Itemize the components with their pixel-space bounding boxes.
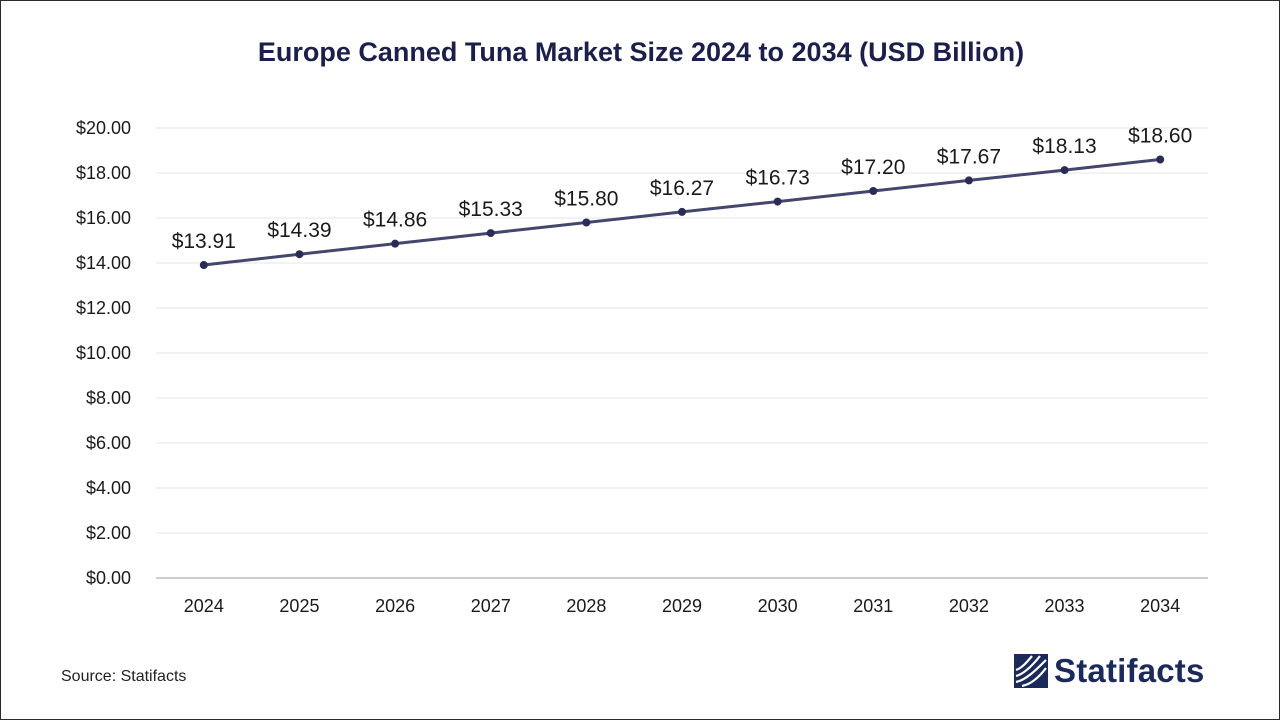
y-tick-label: $0.00	[86, 568, 131, 588]
source-note: Source: Statifacts	[61, 668, 187, 685]
y-tick-label: $2.00	[86, 523, 131, 543]
data-labels: $13.91 $14.39 $14.86 $15.33 $15.80 $16.27 $16.…	[172, 125, 1193, 254]
data-point	[1060, 166, 1069, 175]
chart-title: Europe Canned Tuna Market Size 2024 to 2…	[257, 37, 1025, 67]
data-label: $14.39	[267, 219, 331, 242]
x-tick-label: 2028	[566, 596, 606, 616]
data-label: $16.27	[650, 177, 714, 200]
brand-name: Statifacts	[1054, 652, 1205, 689]
y-tick-label: $18.00	[76, 163, 131, 183]
x-tick-label: 2030	[758, 596, 798, 616]
x-tick-label: 2027	[471, 596, 511, 616]
data-point	[773, 197, 782, 206]
data-point	[964, 176, 973, 185]
data-label: $13.91	[172, 230, 236, 253]
data-label: $16.73	[746, 167, 810, 190]
data-label: $17.67	[937, 145, 1001, 168]
data-label: $18.60	[1128, 125, 1192, 148]
x-tick-label: 2034	[1140, 596, 1180, 616]
y-tick-label: $12.00	[76, 298, 131, 318]
data-label: $17.20	[841, 156, 905, 179]
y-tick-label: $14.00	[76, 253, 131, 273]
x-tick-label: 2026	[375, 596, 415, 616]
x-tick-label: 2031	[853, 596, 893, 616]
data-point	[199, 261, 208, 270]
data-points	[199, 155, 1165, 270]
y-tick-label: $16.00	[76, 208, 131, 228]
data-point	[391, 239, 400, 248]
y-tick-label: $8.00	[86, 388, 131, 408]
x-tick-label: 2032	[949, 596, 989, 616]
y-tick-label: $4.00	[86, 478, 131, 498]
data-point	[1156, 155, 1165, 164]
data-point	[295, 250, 304, 259]
x-tick-label: 2024	[184, 596, 224, 616]
axes: $0.00 $2.00 $4.00 $6.00 $8.00 $10.00 $12.00 $14…	[76, 118, 1208, 616]
y-tick-label: $20.00	[76, 118, 131, 138]
brand-logo-group: Statifacts	[1014, 651, 1205, 691]
x-tick-label: 2029	[662, 596, 702, 616]
y-tick-label: $10.00	[76, 343, 131, 363]
x-tick-label: 2025	[279, 596, 319, 616]
y-tick-label: $6.00	[86, 433, 131, 453]
data-label: $15.33	[459, 198, 523, 221]
data-point	[486, 229, 495, 238]
data-point	[678, 207, 686, 216]
statifacts-logo-icon	[1014, 654, 1048, 688]
data-point	[869, 187, 878, 195]
data-label: $15.80	[554, 188, 618, 211]
gridlines	[156, 127, 1208, 534]
data-label: $14.86	[363, 209, 427, 232]
data-label: $18.13	[1032, 135, 1096, 158]
x-tick-label: 2033	[1045, 596, 1085, 616]
data-point	[582, 218, 591, 227]
